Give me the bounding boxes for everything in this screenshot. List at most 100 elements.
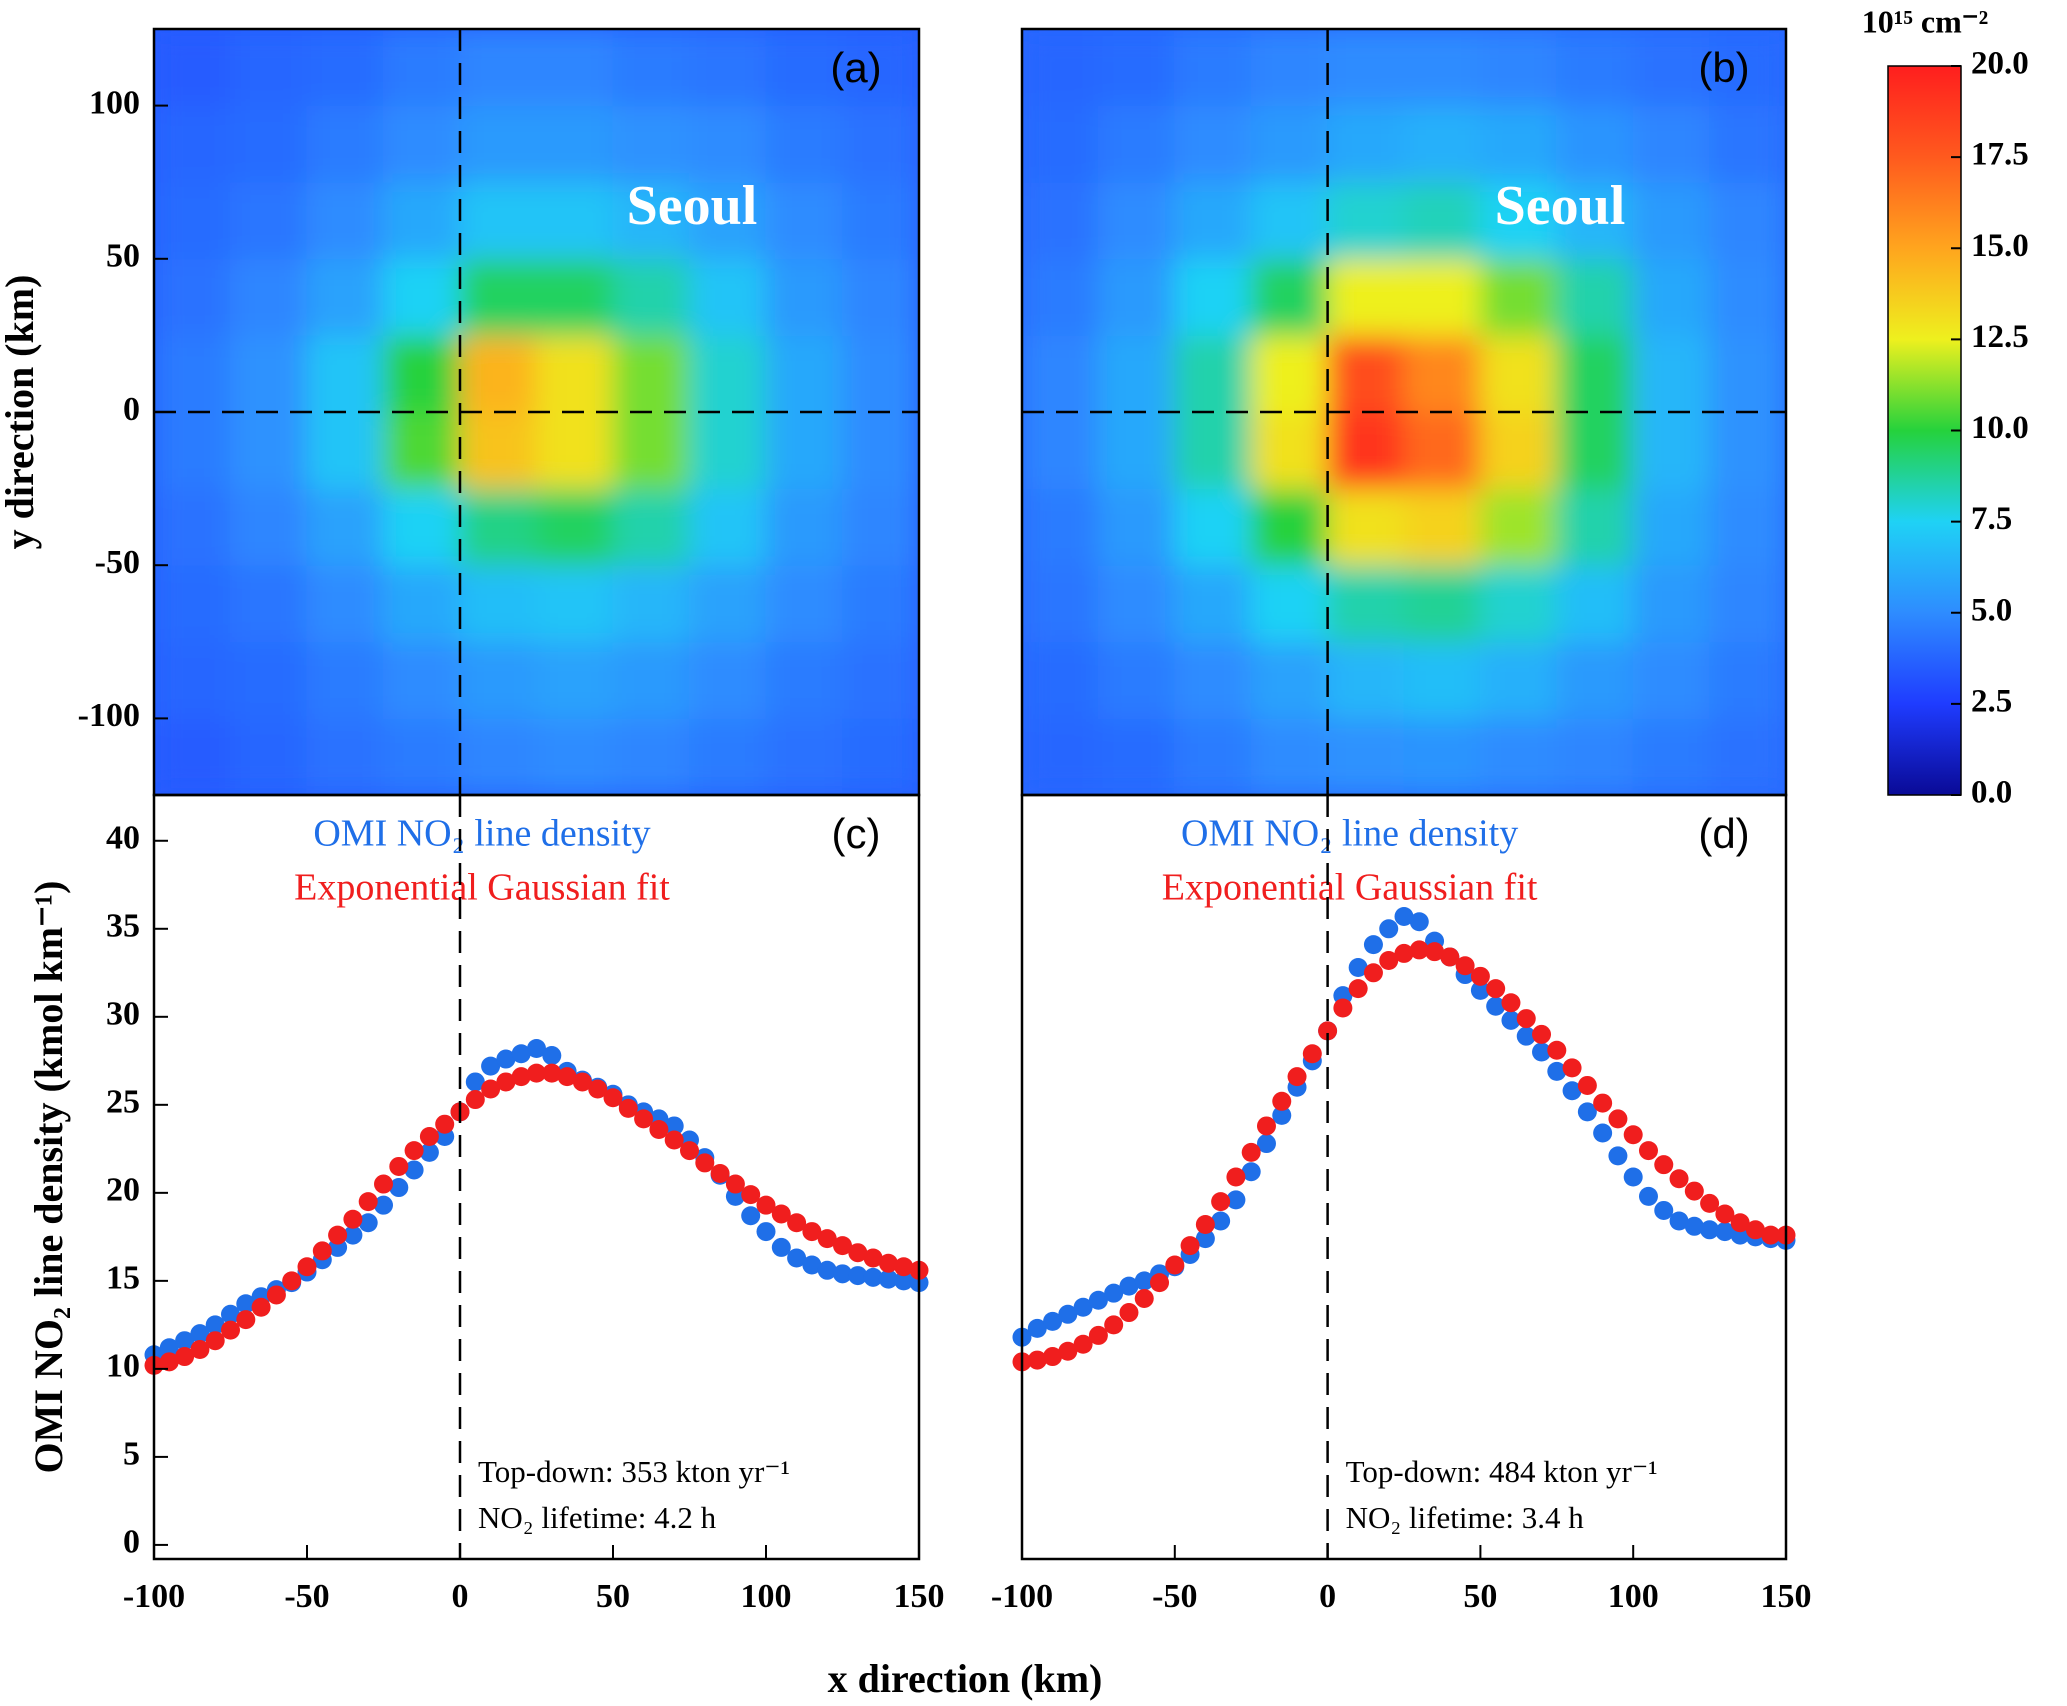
colorbar-tick-label: 7.5 <box>1971 501 2012 537</box>
heatmap-cell <box>1709 181 1786 260</box>
heatmap-cell <box>1022 717 1099 795</box>
heatmap-cell <box>612 717 690 795</box>
data-point <box>1088 1290 1108 1310</box>
heatmap-cell <box>1556 717 1634 795</box>
heatmap-cell <box>536 488 614 566</box>
heatmap-cell <box>459 29 537 107</box>
data-point <box>1302 1044 1322 1064</box>
heatmap-cell <box>230 488 308 566</box>
colorbar <box>1887 65 1962 796</box>
heatmap-cell <box>1250 564 1329 643</box>
heatmap-cell <box>230 334 308 413</box>
data-point <box>894 1257 914 1277</box>
heatmap-cell <box>1709 641 1786 719</box>
legend-entry: Exponential Gaussian fit <box>294 867 670 909</box>
panel-label: (d) <box>1698 810 1749 857</box>
heatmap-cell <box>689 181 767 260</box>
data-point <box>1241 1142 1261 1162</box>
data-point <box>1073 1334 1093 1354</box>
heatmap-cell <box>689 29 767 107</box>
heatmap-cell <box>1327 334 1405 413</box>
data-point <box>1287 1067 1307 1087</box>
y-axis-label: y direction (km) <box>0 275 42 550</box>
heatmap-cell <box>1022 334 1099 413</box>
heatmap-cell <box>1174 29 1252 107</box>
heatmap-cell <box>383 564 461 643</box>
heatmap-cell <box>1709 334 1786 413</box>
x-tick-label: 100 <box>1608 1578 1659 1615</box>
heatmap-cell <box>383 29 461 107</box>
data-point <box>1547 1061 1567 1081</box>
data-point <box>1241 1162 1261 1182</box>
data-point <box>205 1315 225 1335</box>
data-point <box>190 1324 210 1344</box>
data-point <box>634 1109 654 1129</box>
data-point <box>328 1225 348 1245</box>
y-tick-label: 25 <box>106 1084 140 1121</box>
data-point <box>1638 1186 1658 1206</box>
heatmap-cell <box>1097 411 1176 490</box>
data-point <box>771 1204 791 1224</box>
heatmap-cell <box>1709 411 1786 490</box>
heatmap-cell <box>1250 181 1329 260</box>
data-point <box>894 1271 914 1291</box>
heatmap-cell <box>1632 258 1711 336</box>
heatmap-cell <box>689 488 767 566</box>
heatmap-cell <box>1479 717 1558 795</box>
data-point <box>771 1237 791 1257</box>
heatmap-cell <box>1250 334 1329 413</box>
data-point <box>1700 1220 1720 1240</box>
data-point <box>1272 1105 1292 1125</box>
data-point <box>1043 1347 1063 1367</box>
heatmap-cell <box>1479 181 1558 260</box>
heatmap-cell <box>1327 717 1405 795</box>
heatmap-cell <box>1174 181 1252 260</box>
heatmap-cell <box>1174 411 1252 490</box>
heatmap-cell <box>1097 258 1176 336</box>
data-point <box>1516 1026 1536 1046</box>
data-point <box>1104 1283 1124 1303</box>
heatmap-cell <box>1097 488 1176 566</box>
heatmap-cell <box>1632 641 1711 719</box>
heatmap-cell <box>1174 258 1252 336</box>
x-tick-label: 0 <box>1319 1578 1336 1615</box>
city-label: Seoul <box>1495 175 1626 237</box>
x-tick-label: 50 <box>596 1578 630 1615</box>
data-point <box>481 1056 501 1076</box>
annotation: Top-down: 353 kton yr⁻¹ <box>478 1454 790 1489</box>
data-point <box>1470 966 1490 986</box>
data-point <box>1394 906 1414 926</box>
heatmap-cell <box>306 258 384 336</box>
heatmap-cell <box>689 334 767 413</box>
data-point <box>358 1192 378 1212</box>
heatmap-cell <box>230 105 308 183</box>
data-point <box>618 1098 638 1118</box>
data-point <box>404 1160 424 1180</box>
heatmap-cell <box>1174 641 1252 719</box>
data-point <box>848 1243 868 1263</box>
heatmap-cell <box>536 334 614 413</box>
data-point <box>1134 1288 1154 1308</box>
data-point <box>282 1271 302 1291</box>
data-point <box>1562 1081 1582 1101</box>
heatmap-cell <box>154 488 231 566</box>
heatmap-cell <box>842 29 919 107</box>
legend-entry: OMI NO₂ line density <box>1181 813 1518 855</box>
heatmap-cell <box>1709 564 1786 643</box>
heatmap-cell <box>154 181 231 260</box>
data-point <box>1684 1216 1704 1236</box>
heatmap-cell <box>154 411 231 490</box>
heatmap-cell <box>1250 488 1329 566</box>
y-tick-label: 5 <box>123 1436 140 1473</box>
data-point <box>756 1195 776 1215</box>
x-tick-label: -50 <box>284 1578 329 1615</box>
data-point <box>1608 1109 1628 1129</box>
heatmap-cell <box>689 411 767 490</box>
data-point <box>404 1141 424 1161</box>
data-point <box>680 1141 699 1161</box>
heatmap-cell <box>536 717 614 795</box>
data-point <box>465 1090 485 1110</box>
x-axis-label: x direction (km) <box>828 1656 1103 1701</box>
data-point <box>1608 1146 1628 1166</box>
heatmap-cell <box>1479 334 1558 413</box>
